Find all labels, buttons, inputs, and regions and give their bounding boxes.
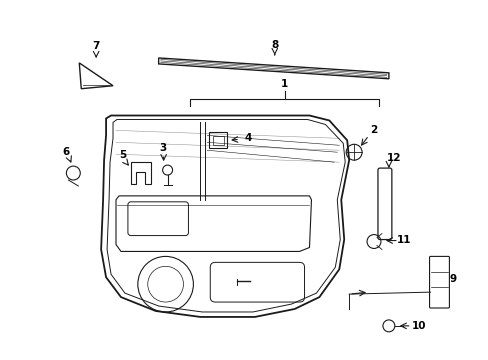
Text: 4: 4 xyxy=(244,133,251,143)
Text: 9: 9 xyxy=(449,274,456,284)
Text: 7: 7 xyxy=(92,41,100,51)
Text: 2: 2 xyxy=(369,125,377,135)
Text: 12: 12 xyxy=(386,153,400,163)
Text: 10: 10 xyxy=(410,321,425,331)
Text: 1: 1 xyxy=(281,79,288,89)
Text: 5: 5 xyxy=(119,150,126,160)
Text: 3: 3 xyxy=(159,143,166,153)
Text: 8: 8 xyxy=(270,40,278,50)
Text: 6: 6 xyxy=(62,147,70,157)
Text: 11: 11 xyxy=(396,234,410,244)
